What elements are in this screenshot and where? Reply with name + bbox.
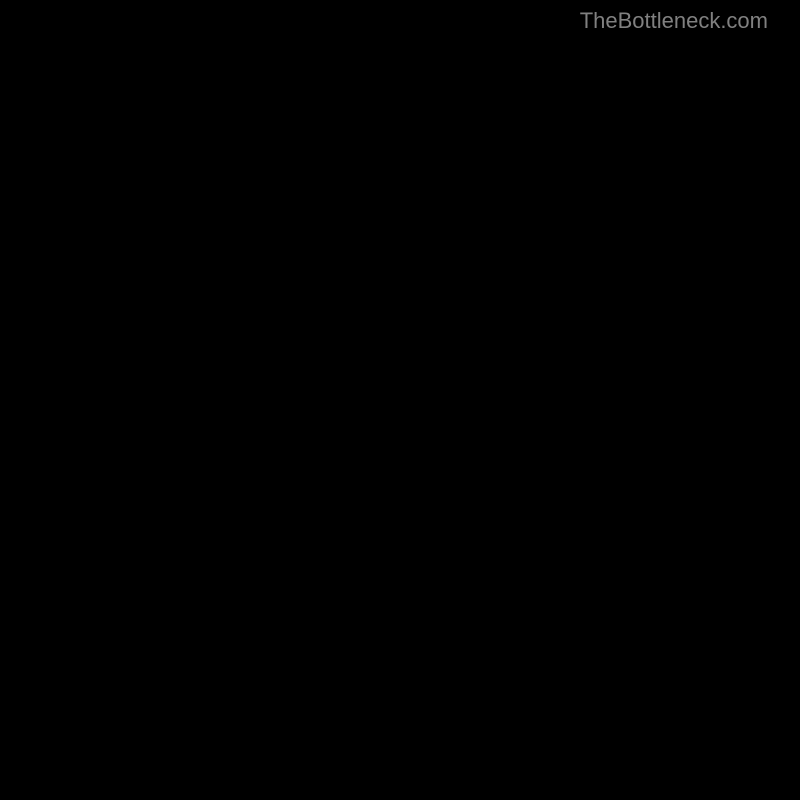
heatmap-plot	[32, 32, 768, 768]
crosshair-vertical	[271, 32, 272, 768]
crosshair-marker	[266, 524, 276, 534]
watermark-text: TheBottleneck.com	[580, 8, 768, 34]
crosshair-horizontal	[32, 529, 768, 530]
heatmap-canvas	[32, 32, 768, 768]
